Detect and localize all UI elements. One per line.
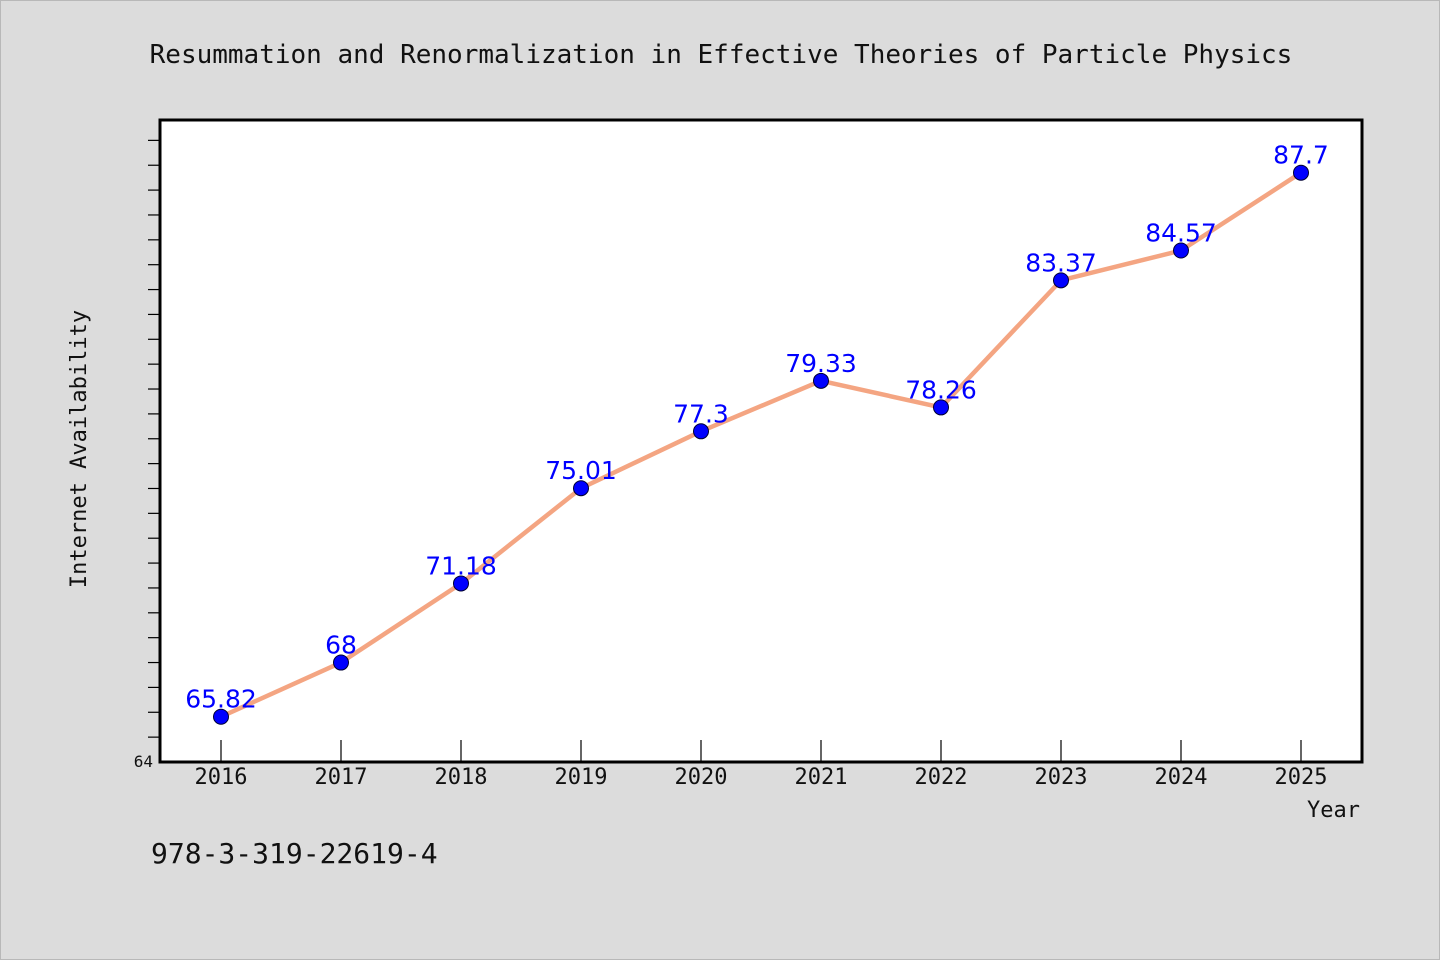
data-label: 75.01 [545, 456, 617, 485]
data-point [333, 654, 349, 671]
data-point [813, 372, 829, 389]
data-point [1173, 242, 1189, 259]
data-labels: 65.82 68 71.18 75.01 77.3 79.33 78.26 83.37 84.5… [185, 141, 1329, 714]
x-axis-label: Year [1307, 798, 1360, 823]
data-label: 87.7 [1273, 141, 1329, 170]
series-line-group [218, 170, 1304, 719]
x-axis-ticks: 2016 2017 2018 2019 2020 2021 2022 2023 2024 2025 [195, 740, 1328, 790]
data-label: 79.33 [785, 349, 857, 378]
x-tick-label: 2022 [915, 765, 968, 790]
series-line [218, 170, 1304, 719]
x-tick-label: 2020 [675, 765, 728, 790]
data-label: 84.57 [1145, 219, 1217, 248]
x-tick-label: 2017 [315, 765, 368, 790]
footnote-isbn: 978-3-319-22619-4 [151, 837, 438, 870]
data-markers [213, 164, 1309, 725]
data-point [213, 708, 229, 725]
data-label: 65.82 [185, 685, 257, 714]
data-point [1293, 164, 1309, 181]
data-point [453, 575, 469, 592]
x-tick-label: 2016 [195, 765, 248, 790]
data-label: 78.26 [905, 375, 977, 404]
x-tick-label: 2021 [795, 765, 848, 790]
x-tick-label: 2018 [435, 765, 488, 790]
x-tick-label: 2024 [1155, 765, 1208, 790]
x-tick-label: 2019 [555, 765, 608, 790]
y-axis-ticks: 64 [134, 139, 160, 771]
chart-title: Resummation and Renormalization in Effec… [150, 40, 1293, 70]
plot-area [158, 118, 1364, 764]
x-tick-label: 2023 [1035, 765, 1088, 790]
data-label: 77.3 [673, 399, 729, 428]
data-label: 71.18 [425, 551, 497, 580]
data-point [693, 423, 709, 440]
y-tick-label: 64 [134, 752, 153, 771]
data-point [1053, 272, 1069, 289]
data-label: 83.37 [1025, 248, 1097, 277]
x-tick-label: 2025 [1275, 765, 1328, 790]
data-label: 68 [325, 631, 357, 660]
y-axis-label: Internet Availability [67, 310, 92, 588]
data-point [933, 399, 949, 416]
data-point [573, 480, 589, 497]
